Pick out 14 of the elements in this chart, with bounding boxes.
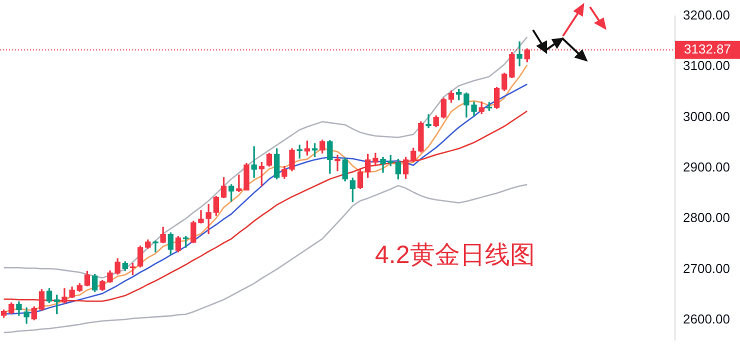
candlestick [251, 146, 257, 178]
y-tick-label: 3000.00 [683, 108, 730, 124]
y-tick-label: 3100.00 [683, 58, 730, 74]
y-tick-label: 3200.00 [683, 7, 730, 22]
annotation: 4.2黄金日线图 [375, 241, 535, 269]
y-tick-label: 2600.00 [683, 312, 730, 327]
ref-line-label: 3132.87 [684, 41, 732, 56]
candlestick [334, 154, 340, 172]
candlestick [152, 240, 158, 252]
candlestick [516, 41, 522, 66]
y-tick-label: 2700.00 [683, 260, 730, 276]
candlestick [426, 114, 432, 128]
y-tick-label: 2800.00 [683, 210, 730, 226]
y-tick-label: 2900.00 [683, 159, 730, 174]
